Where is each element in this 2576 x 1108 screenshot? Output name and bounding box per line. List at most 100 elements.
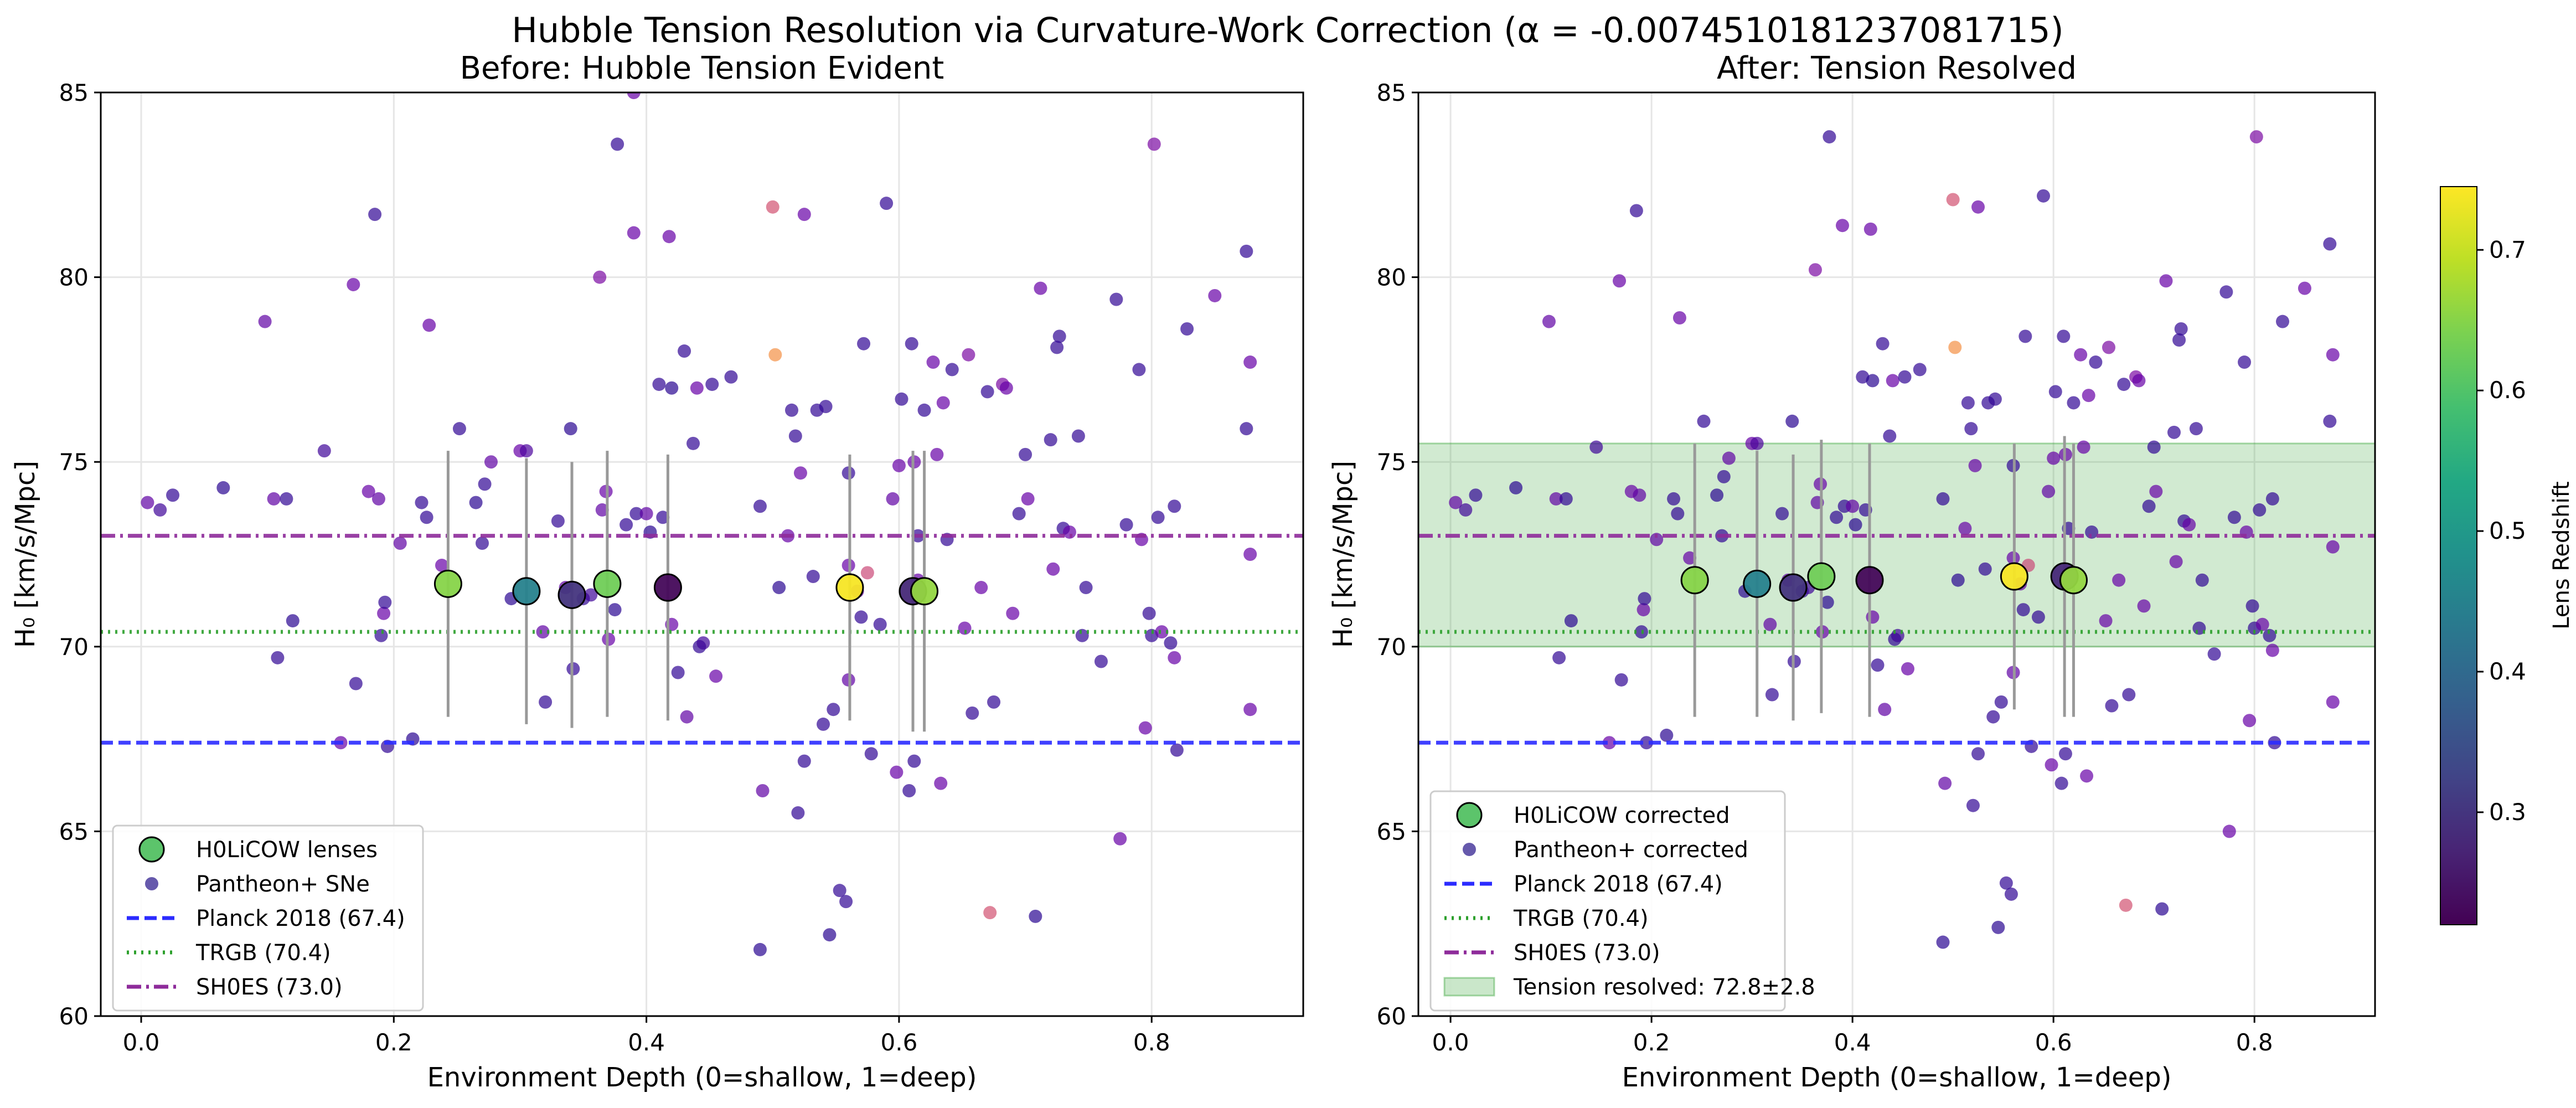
sn-point xyxy=(271,651,285,664)
sn-point xyxy=(1006,606,1020,620)
sn-point xyxy=(1820,595,1834,609)
sn-point xyxy=(1856,370,1870,384)
sn-point xyxy=(1878,703,1892,717)
sn-point xyxy=(478,477,492,491)
sn-point xyxy=(791,806,805,820)
sn-point xyxy=(1147,137,1161,151)
sn-point xyxy=(2245,599,2259,613)
sn-point xyxy=(166,488,180,502)
sn-point xyxy=(930,447,944,461)
sn-point xyxy=(2117,378,2131,391)
panel-after-title: After: Tension Resolved xyxy=(1717,50,2077,86)
sn-point xyxy=(1717,470,1731,483)
sn-point xyxy=(1958,522,1972,535)
sn-point xyxy=(1876,337,1890,351)
sn-point xyxy=(2077,440,2090,454)
colorbar-tick-label: 0.5 xyxy=(2489,517,2526,544)
x-tick-label: 0.6 xyxy=(2035,1029,2072,1056)
sn-point xyxy=(753,942,767,956)
sn-point xyxy=(216,481,230,494)
sn-point xyxy=(629,507,643,520)
sn-point xyxy=(2172,333,2186,347)
sn-point xyxy=(839,895,853,909)
sn-point xyxy=(1459,503,1473,517)
sn-point xyxy=(593,270,607,284)
sn-point xyxy=(823,928,837,942)
sn-point xyxy=(258,315,272,328)
sn-point xyxy=(680,710,694,724)
lens-point xyxy=(2000,562,2028,591)
sn-point xyxy=(1449,496,1463,509)
sn-point xyxy=(1671,507,1685,520)
sn-point xyxy=(987,695,1001,709)
x-tick-label: 0.2 xyxy=(375,1029,412,1056)
legend-label: Pantheon+ corrected xyxy=(1514,837,1748,863)
colorbar-ticks: 0.3 0.4 0.5 0.6 0.7 xyxy=(2477,236,2526,826)
y-tick-label: 80 xyxy=(59,264,89,291)
sn-point xyxy=(980,385,994,399)
sn-point xyxy=(2219,285,2233,299)
sn-point xyxy=(1883,429,1897,443)
sn-point xyxy=(141,496,154,509)
sn-point xyxy=(917,403,931,417)
legend-box xyxy=(1429,790,1786,1012)
sn-point xyxy=(2105,699,2119,713)
sn-point xyxy=(817,717,830,731)
sn-point xyxy=(793,466,807,480)
sn-point xyxy=(1913,363,1927,377)
sn-point xyxy=(476,536,489,550)
sn-point xyxy=(347,277,360,291)
sn-point xyxy=(907,754,921,768)
sn-point xyxy=(2058,747,2072,761)
sn-point xyxy=(2326,540,2340,554)
sn-point xyxy=(484,455,498,469)
panel-after-xlabel: Environment Depth (0=shallow, 1=deep) xyxy=(1622,1062,2172,1093)
sn-point xyxy=(551,514,565,528)
sn-point xyxy=(2265,643,2279,657)
sn-point xyxy=(880,197,894,210)
sn-point xyxy=(958,621,972,635)
panel-after-ylabel: H₀ [km/s/Mpc] xyxy=(1328,461,1359,648)
sn-point xyxy=(1971,747,1985,761)
sn-point xyxy=(280,492,293,506)
sn-point xyxy=(1564,614,1578,628)
sn-point xyxy=(1243,355,1257,369)
legend-label: Planck 2018 (67.4) xyxy=(196,906,405,931)
sn-point xyxy=(584,588,598,602)
lens-point xyxy=(593,569,622,598)
sn-point xyxy=(371,492,385,506)
legend-label: H0LiCOW corrected xyxy=(1514,803,1730,828)
sn-point xyxy=(1871,658,1885,672)
sn-point xyxy=(756,784,770,798)
sn-point xyxy=(1986,710,2000,724)
sn-point xyxy=(1638,592,1651,606)
sn-point xyxy=(620,518,633,532)
sn-point xyxy=(1109,292,1123,306)
sn-point xyxy=(2089,355,2103,369)
sn-point xyxy=(854,610,868,624)
sn-point xyxy=(536,625,550,639)
sn-point xyxy=(349,677,363,690)
sn-point xyxy=(1830,511,1844,524)
sn-point xyxy=(153,503,167,517)
sn-point xyxy=(1589,440,1603,454)
sn-point xyxy=(2019,329,2032,343)
lens-point xyxy=(910,577,939,606)
legend-sn-marker xyxy=(1463,843,1476,856)
panel-before-title: Before: Hubble Tension Evident xyxy=(460,50,944,86)
sn-point xyxy=(1542,315,1556,328)
sn-point xyxy=(2263,628,2276,642)
sn-point xyxy=(1170,743,1184,757)
sn-point xyxy=(1021,492,1035,506)
sn-point xyxy=(1936,935,1950,949)
sn-point xyxy=(656,511,670,524)
plot-area-before: 0.0 0.2 0.4 0.6 0.8 60 65 70 75 80 85 H0LiCOW lense… xyxy=(59,79,1304,1056)
sn-point xyxy=(1961,396,1975,410)
sn-point xyxy=(1898,370,1912,384)
x-tick-label: 0.0 xyxy=(123,1029,160,1056)
sn-point xyxy=(1050,341,1064,354)
sn-point xyxy=(539,695,553,709)
sn-point xyxy=(2074,348,2088,362)
sn-point xyxy=(819,400,833,414)
sn-point xyxy=(1243,548,1257,561)
